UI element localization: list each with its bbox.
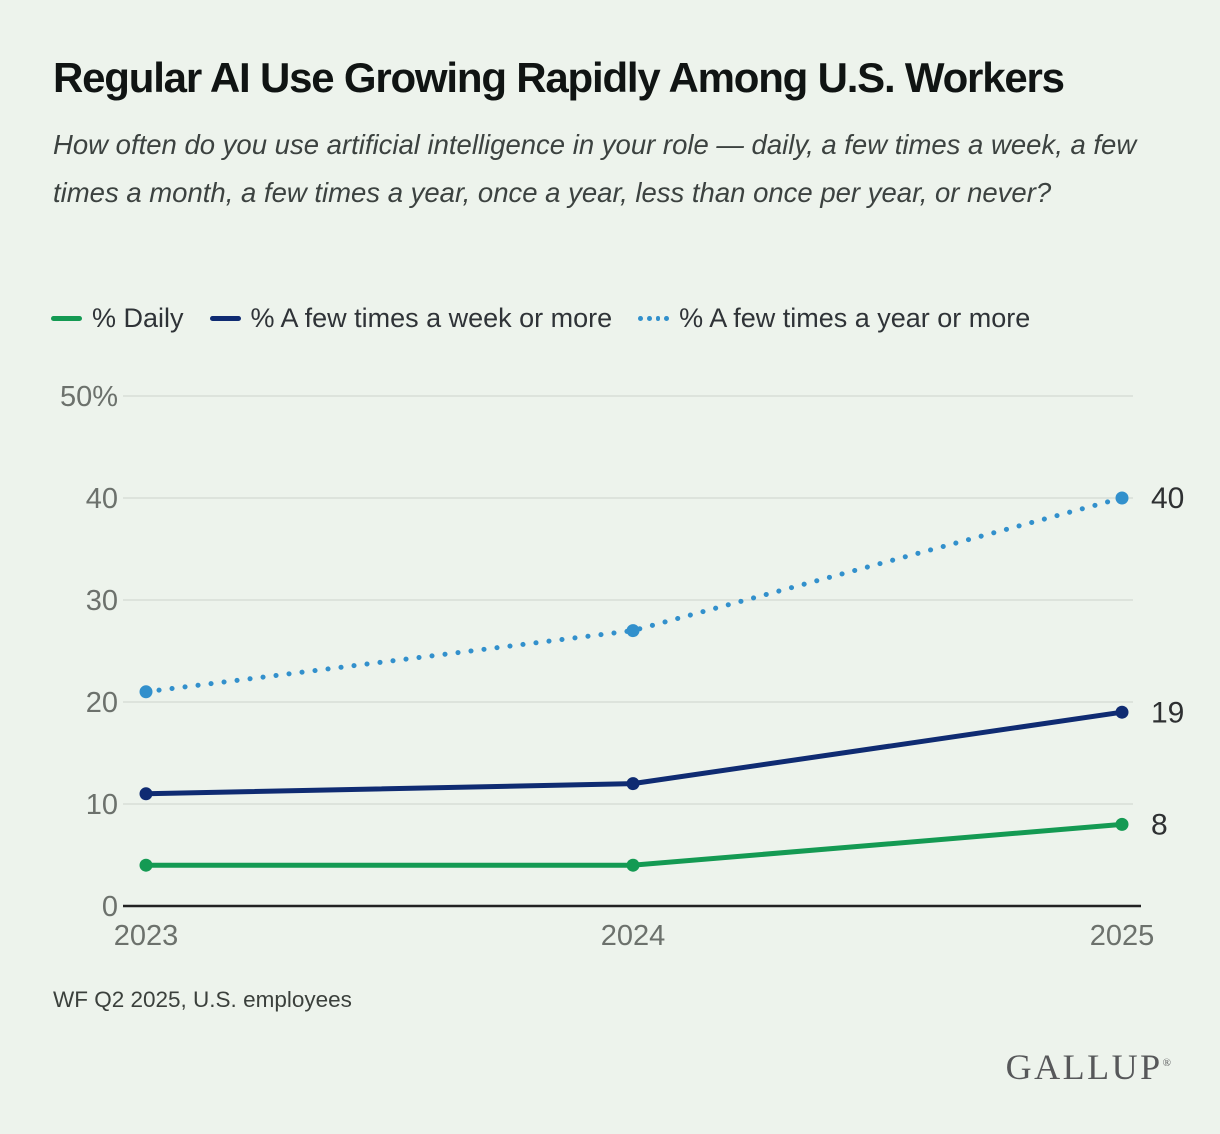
data-point	[626, 858, 640, 872]
line-chart: 0 10 20 30 40 50% 2023 2024 2025 8 19 40	[60, 381, 1184, 952]
legend-item: % A few times a week or more	[209, 303, 613, 334]
gallup-logo-text: GALLUP	[1005, 1047, 1163, 1087]
data-point	[139, 787, 153, 801]
y-tick-label: 50%	[60, 381, 118, 413]
data-point	[626, 624, 640, 638]
legend-label: % A few times a week or more	[250, 303, 613, 333]
legend-label: % Daily	[92, 303, 184, 333]
chart-legend: % Daily % A few times a week or more % A f…	[51, 303, 1030, 334]
y-tick-label: 20	[86, 687, 118, 719]
series-end-value: 8	[1151, 809, 1168, 842]
y-tick-label: 10	[86, 789, 118, 821]
legend-item: % Daily	[51, 303, 184, 334]
x-tick-label: 2025	[1090, 920, 1155, 952]
chart-subtitle: How often do you use artificial intellig…	[53, 129, 1137, 208]
y-tick-label: 40	[86, 483, 118, 515]
legend-line-swatch	[209, 316, 241, 321]
series-end-value: 19	[1151, 696, 1184, 729]
legend-item: % A few times a year or more	[638, 303, 1030, 334]
data-point	[139, 685, 153, 699]
chart-title: Regular AI Use Growing Rapidly Among U.S…	[53, 54, 1065, 101]
legend-label: % A few times a year or more	[679, 303, 1031, 333]
y-tick-label: 0	[102, 891, 118, 923]
data-point	[626, 777, 640, 791]
source-note: WF Q2 2025, U.S. employees	[53, 987, 352, 1012]
y-tick-label: 30	[86, 585, 118, 617]
gallup-logo: GALLUP®	[1006, 1046, 1171, 1088]
x-tick-label: 2023	[114, 920, 179, 952]
data-point	[1115, 705, 1129, 719]
legend-dotted-line-swatch	[638, 316, 670, 321]
registered-mark: ®	[1162, 1057, 1171, 1069]
series-end-value: 40	[1151, 482, 1184, 515]
series-line	[143, 495, 1125, 695]
data-point	[1115, 491, 1129, 505]
x-tick-label: 2024	[601, 920, 666, 952]
legend-line-swatch	[51, 316, 82, 321]
data-point	[1115, 817, 1129, 831]
data-point	[139, 858, 153, 872]
